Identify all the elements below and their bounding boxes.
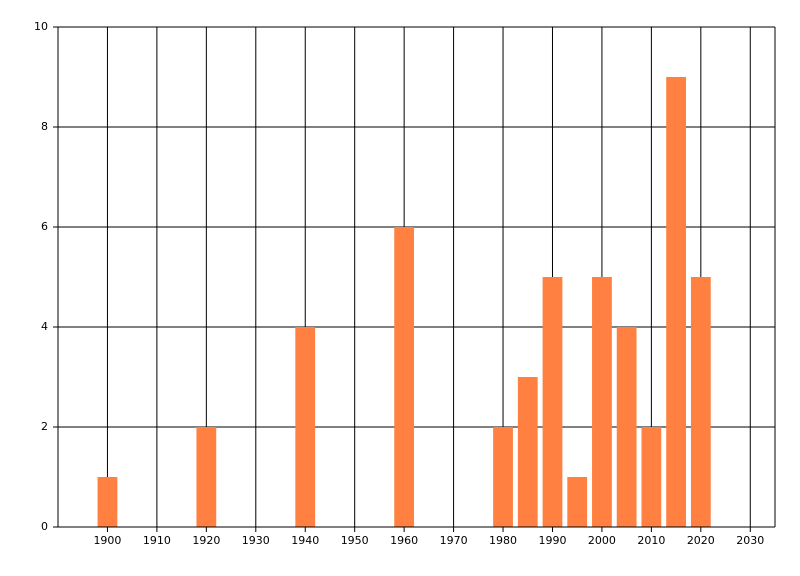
x-tick-label: 1910 xyxy=(143,534,171,547)
y-tick-label: 0 xyxy=(41,520,48,533)
bar xyxy=(690,277,711,527)
bar xyxy=(592,277,612,527)
x-tick-label: 1920 xyxy=(192,534,220,547)
x-tick-label: 1970 xyxy=(440,534,468,547)
x-tick-label: 1900 xyxy=(93,534,121,547)
bar xyxy=(394,227,415,527)
bar xyxy=(616,327,637,527)
x-tick-label: 1960 xyxy=(390,534,418,547)
bar xyxy=(666,77,686,527)
x-tick-label: 1990 xyxy=(538,534,566,547)
y-tick-label: 6 xyxy=(41,220,48,233)
x-tick-label: 1930 xyxy=(242,534,270,547)
bar xyxy=(493,427,513,527)
bar xyxy=(295,327,316,527)
x-tick-label: 2020 xyxy=(687,534,715,547)
bar xyxy=(641,427,662,527)
y-tick-label: 8 xyxy=(41,120,48,133)
x-tick-label: 1940 xyxy=(291,534,319,547)
x-tick-label: 1950 xyxy=(341,534,369,547)
bar xyxy=(97,477,118,527)
x-tick-label: 1980 xyxy=(489,534,517,547)
y-tick-label: 2 xyxy=(41,420,48,433)
bar xyxy=(517,377,538,527)
y-tick-label: 4 xyxy=(41,320,48,333)
x-tick-label: 2010 xyxy=(637,534,665,547)
bar xyxy=(196,427,217,527)
bar xyxy=(542,277,563,527)
x-tick-label: 2030 xyxy=(736,534,764,547)
y-tick-label: 10 xyxy=(34,20,48,33)
bar xyxy=(567,477,588,527)
x-tick-label: 2000 xyxy=(588,534,616,547)
